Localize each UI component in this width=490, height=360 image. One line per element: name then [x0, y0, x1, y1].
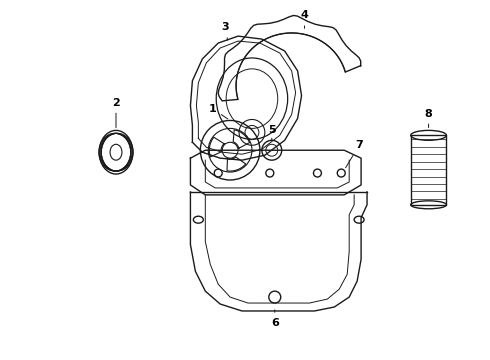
Text: 5: 5: [268, 125, 275, 140]
Text: 7: 7: [345, 140, 363, 168]
Bar: [411, 135, 446, 205]
Text: 1: 1: [208, 104, 228, 119]
Text: 2: 2: [112, 98, 120, 127]
Text: 4: 4: [300, 10, 309, 28]
Text: 6: 6: [271, 310, 279, 328]
Text: 3: 3: [221, 22, 229, 40]
Text: 8: 8: [425, 108, 433, 127]
